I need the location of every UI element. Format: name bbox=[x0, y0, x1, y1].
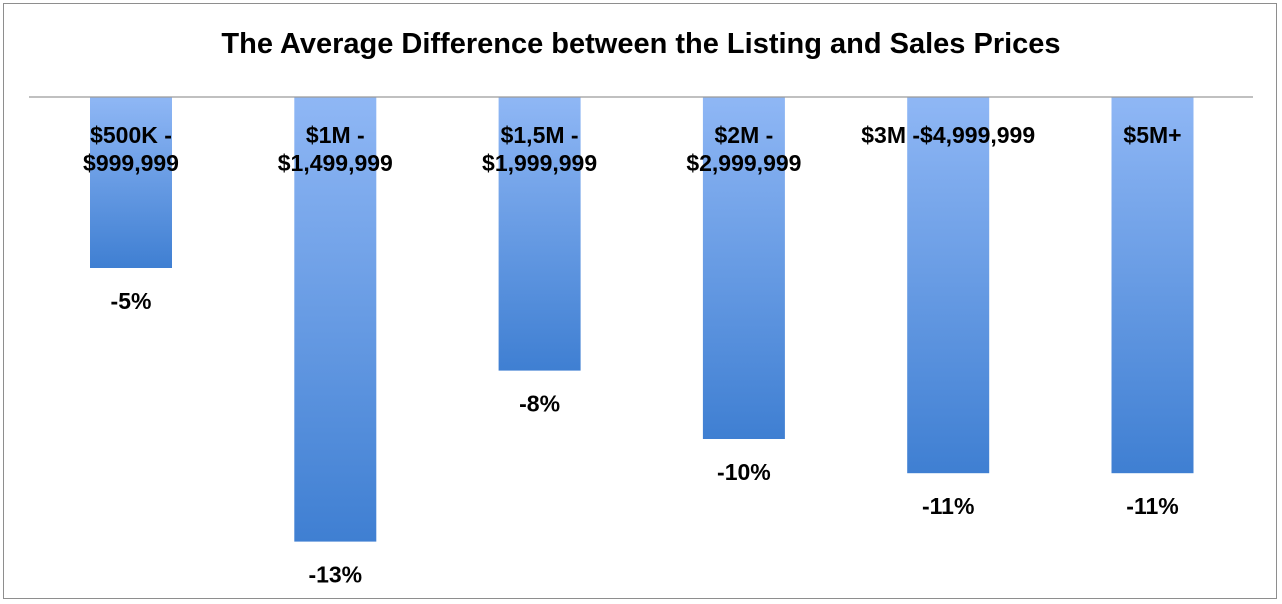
category-label-0: $500K -$999,999 bbox=[83, 122, 179, 176]
value-label-3: -10% bbox=[717, 459, 771, 485]
bar-0 bbox=[90, 97, 172, 268]
category-label-3: $2M -$2,999,999 bbox=[686, 122, 801, 176]
category-label-5: $5M+ bbox=[1123, 122, 1181, 148]
bar-5 bbox=[1111, 97, 1194, 474]
bar-1 bbox=[294, 97, 377, 542]
labels-layer: $500K -$999,999 -5% $1M -$1,499,999 -13% $1,… bbox=[83, 122, 1182, 588]
value-label-2: -8% bbox=[519, 391, 560, 417]
value-label-1: -13% bbox=[308, 562, 362, 588]
bar-3 bbox=[702, 97, 785, 439]
category-label-1: $1M -$1,499,999 bbox=[278, 122, 393, 176]
bars-layer bbox=[90, 97, 1194, 542]
value-label-4: -11% bbox=[922, 493, 974, 519]
value-label-0: -5% bbox=[111, 288, 152, 314]
chart-title: The Average Difference between the Listi… bbox=[221, 28, 1061, 60]
bar-4 bbox=[907, 97, 990, 474]
bar-2 bbox=[498, 97, 581, 371]
value-label-5: -11% bbox=[1126, 493, 1178, 519]
category-label-2: $1,5M -$1,999,999 bbox=[482, 122, 597, 176]
chart-frame bbox=[3, 3, 1277, 599]
category-label-4: $3M -$4,999,999 bbox=[861, 122, 1035, 148]
